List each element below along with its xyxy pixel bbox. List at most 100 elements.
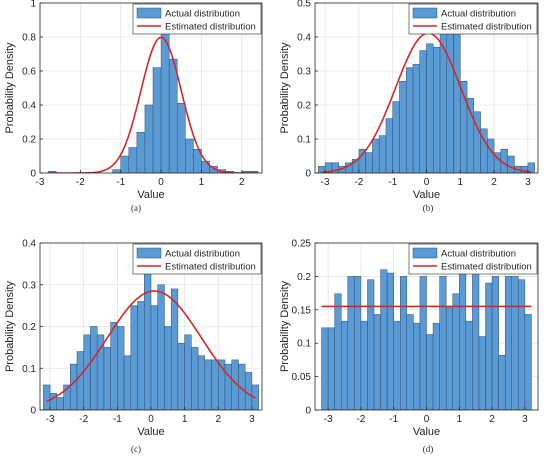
histogram-bar [399, 80, 407, 173]
histogram-bar [386, 272, 394, 410]
histogram-bar [465, 320, 473, 410]
histogram-bar [96, 334, 105, 410]
histogram-bar [321, 327, 329, 410]
histogram-bar [340, 320, 349, 410]
chart-panel: -3 -2 -1 0 1 2 3 0 0.1 0.2 0.3 0.4 Value Probability … [4, 239, 263, 454]
legend-swatch-actual [136, 7, 162, 19]
histogram-bar [385, 118, 393, 173]
histogram-bar [120, 155, 130, 173]
histogram-bar [393, 320, 401, 410]
histogram-bar [504, 276, 513, 410]
y-tick-label: 0.3 [297, 67, 311, 78]
histogram-bar [405, 67, 414, 173]
histogram-bar [439, 33, 448, 173]
x-tick-label: 0 [424, 414, 430, 425]
histogram-bar [527, 162, 535, 173]
x-tick-label: 3 [522, 414, 528, 425]
histogram-bar [160, 31, 170, 173]
histogram-bar [185, 138, 194, 173]
histogram-bar [130, 305, 138, 410]
y-tick-label: 0.1 [22, 364, 36, 375]
y-tick-label: 0.15 [292, 305, 312, 316]
histogram-bar [432, 322, 440, 410]
histogram-bar [137, 301, 145, 410]
histogram-bars [318, 33, 535, 173]
histogram-bar [347, 276, 355, 410]
histogram-bar [378, 135, 387, 173]
y-tick-label: 0.4 [297, 33, 311, 44]
histogram-bar [472, 269, 480, 410]
histogram-bar [184, 334, 192, 410]
x-tick-label: 2 [489, 414, 495, 425]
y-tick-label: 0.2 [22, 322, 36, 333]
histogram-bar [176, 103, 186, 173]
x-tick-label: 0 [158, 177, 164, 188]
histogram-bar [152, 67, 162, 173]
histogram-bar [83, 334, 91, 410]
y-tick-label: 0 [305, 406, 311, 417]
y-tick-label: 0.8 [22, 33, 36, 44]
histogram-bar [334, 293, 342, 410]
y-tick-label: 0.25 [292, 239, 312, 250]
x-tick-label: 2 [239, 177, 245, 188]
histogram-bar [90, 326, 98, 410]
histogram-bar [466, 97, 475, 173]
histogram-bar [400, 276, 408, 410]
chart-panel: -3 -2 -1 0 1 2 3 0 0.05 0.1 0.15 0.2 0.25 Value Probab… [279, 239, 539, 454]
histogram-bar [103, 347, 111, 410]
histogram-bar [244, 372, 253, 410]
histogram-bar [367, 279, 375, 410]
histogram-bar [419, 50, 427, 173]
x-tick-label: -1 [113, 414, 122, 425]
histogram-bar [452, 293, 460, 410]
x-axis-label: Value [137, 426, 164, 438]
legend: Actual distribution Estimated distributio… [408, 243, 538, 275]
histogram-bar [249, 171, 259, 173]
x-tick-label: -2 [76, 177, 85, 188]
histogram-bar [524, 314, 532, 410]
histogram-bar [439, 276, 447, 410]
y-tick-label: 0.2 [22, 135, 36, 146]
chart-panel: -3 -2 -1 0 1 2 3 0 0.1 0.2 0.3 0.4 0.5 Value Probabili… [279, 0, 539, 213]
y-tick-label: 0.05 [292, 372, 312, 383]
histogram-bar [498, 354, 506, 410]
y-tick-label: 0 [30, 406, 36, 417]
x-tick-label: -1 [388, 177, 397, 188]
histogram-bar [459, 272, 467, 410]
y-axis-label: Probability Density [4, 42, 16, 134]
y-tick-label: 0.1 [297, 339, 311, 350]
x-tick-label: 3 [525, 177, 531, 188]
y-tick-label: 0.5 [297, 0, 311, 10]
histogram-bar [76, 351, 84, 410]
histogram-bar [413, 322, 421, 410]
histogram-bar [164, 326, 172, 410]
histogram-bar [392, 101, 400, 173]
panel-caption: (d) [423, 444, 434, 454]
histogram-bar [380, 269, 388, 410]
histogram-bar [197, 355, 206, 410]
y-tick-label: 0.2 [297, 101, 311, 112]
histogram-bar [70, 363, 78, 410]
legend-label-actual: Actual distribution [165, 9, 240, 20]
y-tick-label: 0.4 [22, 101, 36, 112]
y-axis-label: Probability Density [279, 42, 291, 134]
histogram-bar [43, 384, 51, 410]
histogram-bar [360, 320, 368, 410]
histogram-bar [453, 33, 461, 173]
histogram-bar [491, 276, 499, 410]
legend-label-estimated: Estimated distribution [165, 262, 256, 273]
x-tick-label: 0 [424, 177, 430, 188]
y-tick-label: 0 [30, 169, 36, 180]
histogram-bar [177, 342, 185, 410]
panel-caption: (a) [131, 203, 141, 213]
legend: Actual distribution Estimated distributio… [132, 243, 262, 275]
histogram-bar [201, 160, 210, 173]
x-axis-label: Value [413, 189, 440, 201]
y-tick-label: 0.4 [22, 239, 36, 250]
histogram-bar [487, 138, 495, 173]
x-tick-label: 1 [182, 414, 188, 425]
histogram-bar [128, 147, 138, 173]
histogram-bar [445, 307, 453, 410]
x-tick-label: -1 [389, 414, 398, 425]
